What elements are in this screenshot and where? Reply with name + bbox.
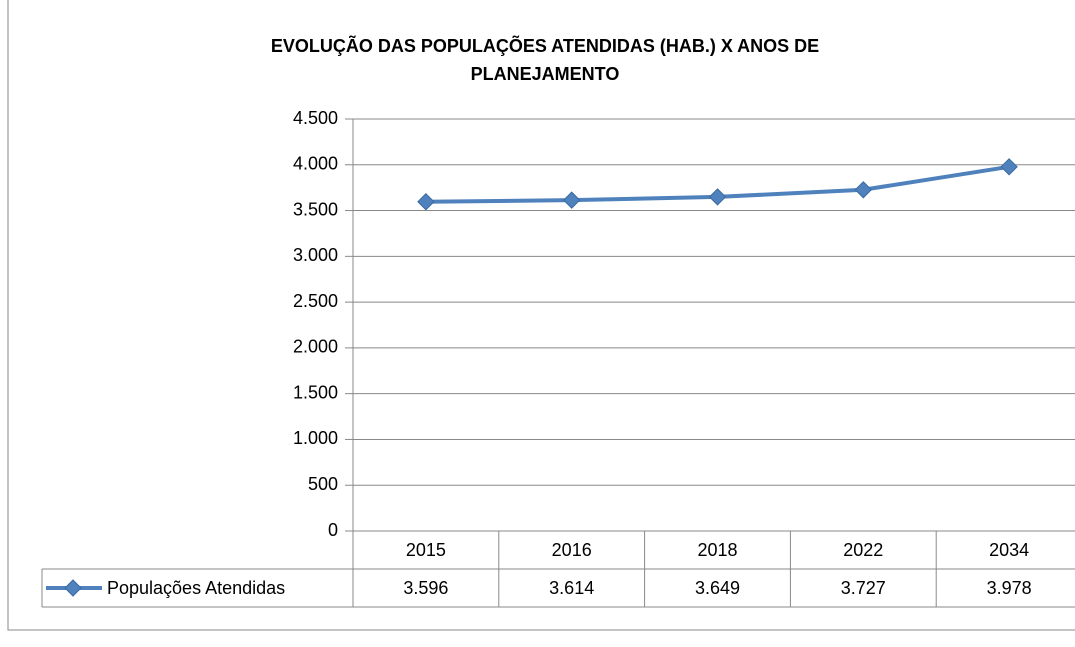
y-tick-label: 4.500 (293, 108, 338, 128)
y-tick-label: 500 (308, 474, 338, 494)
marker (854, 181, 873, 199)
y-tick-label: 4.000 (293, 154, 338, 174)
x-tick-label: 2015 (406, 540, 446, 560)
legend-label: Populações Atendidas (107, 578, 285, 598)
x-tick-label: 2022 (843, 540, 883, 560)
y-tick-label: 1.000 (293, 428, 338, 448)
y-tick-label: 1.500 (293, 382, 338, 402)
x-tick-label: 2034 (989, 540, 1029, 560)
chart-border (7, 0, 1075, 631)
table-value: 3.614 (549, 578, 594, 598)
chart-title: EVOLUÇÃO DAS POPULAÇÕES ATENDIDAS (HAB.)… (270, 36, 820, 84)
table-value: 3.596 (403, 578, 448, 598)
y-tick-label: 3.000 (293, 245, 338, 265)
x-tick-label: 2018 (697, 540, 737, 560)
table-value: 3.727 (841, 578, 886, 598)
marker (562, 191, 581, 209)
legend-marker (64, 579, 82, 597)
x-tick-label: 2016 (552, 540, 592, 560)
table-value: 3.649 (695, 578, 740, 598)
marker (708, 188, 727, 206)
y-tick-label: 2.000 (293, 337, 338, 357)
table-value: 3.978 (987, 578, 1032, 598)
y-tick-label: 2.500 (293, 291, 338, 311)
y-tick-label: 3.500 (293, 199, 338, 219)
marker (1000, 158, 1018, 176)
marker (417, 193, 435, 211)
y-tick-label: 0 (328, 520, 338, 540)
